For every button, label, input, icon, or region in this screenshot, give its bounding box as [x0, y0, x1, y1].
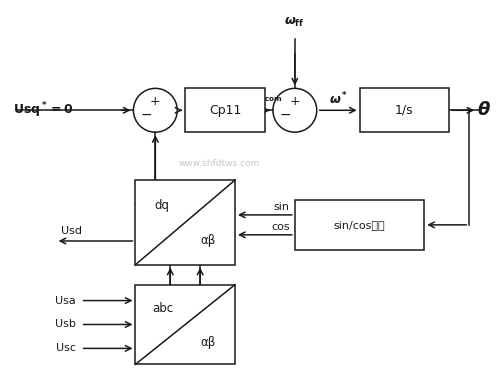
Text: $\boldsymbol{\theta}$: $\boldsymbol{\theta}$	[477, 101, 491, 119]
Text: sin: sin	[274, 202, 290, 212]
FancyBboxPatch shape	[295, 200, 424, 250]
Text: Usd: Usd	[61, 226, 82, 236]
Text: $\boldsymbol{\omega}$$\mathbf{_{ff}}$: $\boldsymbol{\omega}$$\mathbf{_{ff}}$	[284, 16, 305, 29]
Text: $\mathbf{Usq^*=0}$: $\mathbf{Usq^*=0}$	[13, 100, 74, 120]
Text: −: −	[140, 108, 152, 122]
Text: αβ: αβ	[200, 336, 216, 349]
Text: sin/cos运算: sin/cos运算	[334, 220, 385, 230]
Text: +: +	[290, 96, 300, 109]
Text: Usb: Usb	[55, 320, 76, 330]
FancyBboxPatch shape	[185, 89, 265, 132]
Text: Usq: Usq	[167, 189, 188, 199]
Text: −: −	[280, 108, 291, 122]
Text: +: +	[150, 96, 161, 109]
Text: abc: abc	[152, 302, 173, 315]
Text: 1/s: 1/s	[395, 104, 414, 117]
Text: $\boldsymbol{\omega}$$\mathbf{_{com}}$: $\boldsymbol{\omega}$$\mathbf{_{com}}$	[255, 92, 283, 104]
Text: dq: dq	[155, 199, 170, 212]
Text: www.shfdtws.com: www.shfdtws.com	[178, 159, 259, 168]
Text: $\boldsymbol{\omega}$$\mathbf{^*}$: $\boldsymbol{\omega}$$\mathbf{^*}$	[329, 91, 348, 108]
FancyBboxPatch shape	[360, 89, 449, 132]
FancyBboxPatch shape	[135, 180, 235, 265]
Text: cos: cos	[271, 222, 290, 232]
FancyBboxPatch shape	[135, 285, 235, 364]
Text: Usa: Usa	[55, 296, 76, 305]
Text: αβ: αβ	[200, 234, 216, 247]
Text: Usc: Usc	[56, 343, 76, 353]
Text: Cp11: Cp11	[209, 104, 241, 117]
